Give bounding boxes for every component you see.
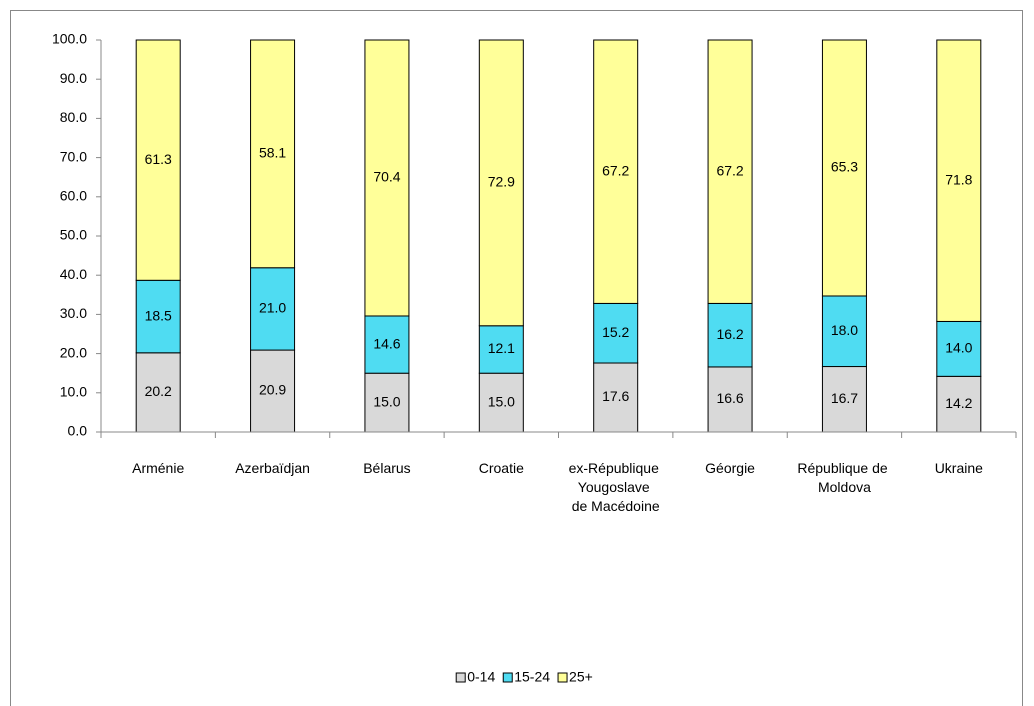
data-label: 16.7 bbox=[831, 390, 858, 406]
bar-segment bbox=[250, 349, 296, 433]
legend-label: 0-14 bbox=[467, 669, 495, 685]
data-label: 21.0 bbox=[259, 300, 286, 316]
data-label: 58.1 bbox=[259, 145, 286, 161]
x-tick-label: ex-République Yougoslave de Macédoine bbox=[569, 460, 663, 514]
y-tick-label: 100.0 bbox=[52, 31, 87, 47]
legend-label: 15-24 bbox=[514, 669, 550, 685]
bar-segment bbox=[707, 39, 753, 304]
bar-segment bbox=[593, 39, 639, 304]
bar-segment bbox=[364, 39, 410, 317]
bar-segment bbox=[593, 302, 639, 364]
y-tick-label: 0.0 bbox=[68, 423, 88, 439]
data-label: 67.2 bbox=[716, 162, 743, 178]
bar-segment bbox=[250, 39, 296, 269]
y-tick-label: 60.0 bbox=[60, 188, 87, 204]
data-label: 20.2 bbox=[145, 383, 172, 399]
data-label: 18.5 bbox=[145, 307, 172, 323]
legend-swatch bbox=[502, 672, 513, 683]
bar-segment bbox=[478, 39, 524, 327]
data-label: 15.2 bbox=[602, 324, 629, 340]
data-label: 61.3 bbox=[145, 151, 172, 167]
data-label: 70.4 bbox=[373, 169, 400, 185]
legend: 0-14 15-24 25+ bbox=[455, 669, 593, 685]
y-tick-label: 40.0 bbox=[60, 266, 87, 282]
y-tick-label: 20.0 bbox=[60, 344, 87, 360]
bar-segment bbox=[707, 366, 753, 433]
x-tick-label: Ukraine bbox=[935, 460, 983, 476]
data-label: 65.3 bbox=[831, 159, 858, 175]
data-label: 14.0 bbox=[945, 340, 972, 356]
data-label: 16.2 bbox=[716, 326, 743, 342]
legend-swatch bbox=[455, 672, 466, 683]
bar-segment bbox=[135, 279, 181, 354]
data-label: 14.6 bbox=[373, 335, 400, 351]
data-label: 15.0 bbox=[488, 393, 515, 409]
data-label: 17.6 bbox=[602, 388, 629, 404]
data-label: 20.9 bbox=[259, 382, 286, 398]
x-tick-label: Géorgie bbox=[705, 460, 755, 476]
y-tick-label: 70.0 bbox=[60, 148, 87, 164]
data-label: 71.8 bbox=[945, 171, 972, 187]
y-tick-label: 80.0 bbox=[60, 109, 87, 125]
bar-segment bbox=[593, 362, 639, 433]
bar-segment bbox=[250, 267, 296, 351]
x-tick-label: République de Moldova bbox=[797, 460, 891, 495]
bar-segment bbox=[135, 39, 181, 281]
y-tick-label: 30.0 bbox=[60, 305, 87, 321]
bar-segment bbox=[478, 372, 524, 433]
bar-segment bbox=[821, 39, 867, 297]
bar-segment bbox=[364, 315, 410, 374]
bar-segment bbox=[936, 39, 982, 322]
y-tick-label: 50.0 bbox=[60, 227, 87, 243]
data-label: 12.1 bbox=[488, 340, 515, 356]
x-tick-label: Croatie bbox=[479, 460, 524, 476]
data-label: 16.6 bbox=[716, 390, 743, 406]
bar-segment bbox=[821, 366, 867, 433]
legend-swatch bbox=[557, 672, 568, 683]
x-tick-label: Bélarus bbox=[363, 460, 410, 476]
data-label: 67.2 bbox=[602, 162, 629, 178]
y-tick-label: 10.0 bbox=[60, 384, 87, 400]
legend-label: 25+ bbox=[569, 669, 593, 685]
y-tick-label: 90.0 bbox=[60, 70, 87, 86]
data-label: 72.9 bbox=[488, 174, 515, 190]
x-tick-label: Azerbaïdjan bbox=[235, 460, 310, 476]
data-label: 15.0 bbox=[373, 393, 400, 409]
bar-segment bbox=[936, 320, 982, 377]
x-tick-label: Arménie bbox=[132, 460, 184, 476]
data-label: 14.2 bbox=[945, 395, 972, 411]
data-label: 18.0 bbox=[831, 322, 858, 338]
bar-segment bbox=[707, 302, 753, 368]
